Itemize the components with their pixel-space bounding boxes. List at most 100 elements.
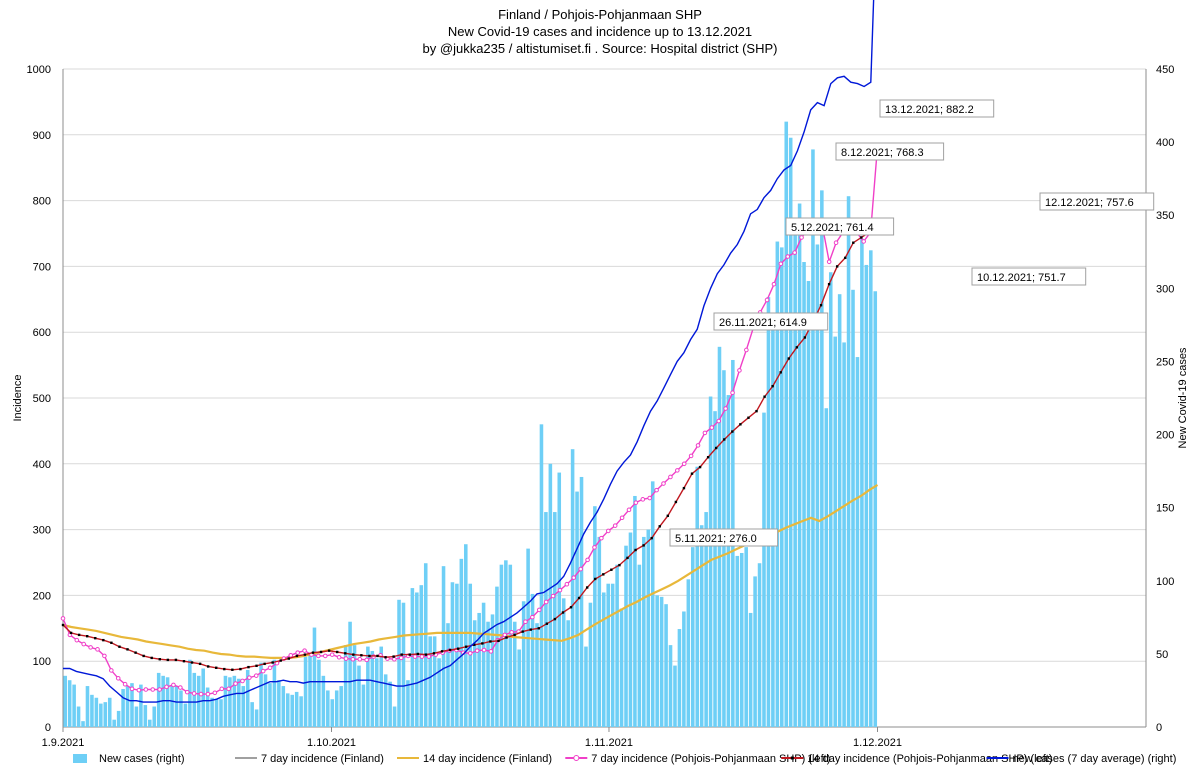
point-marker-4 (182, 660, 186, 663)
bar-new-cases (682, 611, 686, 727)
annotation-box (785, 217, 895, 236)
bar-new-cases (739, 552, 744, 727)
bar-new-cases (766, 297, 771, 727)
bar-new-cases (824, 408, 829, 727)
bar-new-cases (401, 602, 406, 727)
bar-new-cases (704, 512, 708, 727)
bar-new-cases (637, 564, 642, 727)
point-marker-4 (198, 662, 202, 666)
point-marker-4 (844, 256, 847, 260)
bar-new-cases (570, 449, 575, 727)
point-marker-4 (642, 544, 645, 547)
bar-new-cases (624, 545, 628, 727)
x-tick-1.10.2021: 1.10.2021 (307, 737, 356, 749)
bar-new-cases (566, 620, 570, 727)
point-marker-4 (440, 650, 444, 653)
bar-new-cases (450, 582, 455, 727)
point-marker-4 (658, 525, 661, 528)
bar-new-cases (464, 544, 468, 727)
point-marker-4 (577, 596, 581, 600)
point-marker-3 (730, 390, 735, 396)
point-marker-3 (226, 686, 231, 692)
bar-new-cases (851, 289, 855, 727)
y-right-tick-200: 200 (1156, 430, 1174, 442)
y-left-label: Incidence (12, 374, 24, 421)
point-marker-3 (633, 500, 639, 505)
point-marker-3 (716, 418, 722, 424)
bar-new-cases (744, 547, 748, 727)
point-marker-3 (240, 678, 245, 684)
bar-new-cases (299, 696, 303, 727)
point-marker-3 (247, 675, 252, 680)
y-left-tick-0: 0 (45, 722, 51, 734)
legend-swatch (73, 754, 87, 763)
point-marker-4 (610, 568, 613, 571)
bar-new-cases (241, 686, 246, 727)
bar-new-cases (650, 481, 655, 727)
bar-new-cases (152, 706, 157, 727)
bar-new-cases (873, 291, 878, 727)
bar-new-cases (530, 593, 535, 727)
point-marker-3 (267, 665, 273, 671)
bar-new-cases (156, 672, 161, 727)
bar-new-cases (161, 675, 165, 727)
annotation-label: 26.11.2021; 614.9 (719, 317, 807, 329)
point-marker-4 (755, 409, 758, 413)
annotation-label: 5.11.2021; 276.0 (675, 533, 757, 545)
point-marker-4 (513, 633, 516, 637)
point-marker-3 (785, 254, 791, 259)
point-marker-4 (190, 661, 194, 664)
bar-new-cases (99, 703, 103, 727)
bar-new-cases (561, 598, 566, 727)
point-marker-4 (787, 357, 790, 360)
bar-new-cases (664, 604, 668, 727)
bar-new-cases (659, 596, 664, 727)
bar-new-cases (143, 705, 148, 727)
bar-new-cases (846, 196, 851, 728)
point-marker-4 (279, 659, 282, 662)
bar-new-cases (668, 645, 673, 727)
bar-new-cases (348, 621, 352, 727)
annotation-label: 12.12.2021; 757.6 (1045, 197, 1134, 209)
point-marker-3 (709, 425, 715, 430)
bar-new-cases (321, 675, 326, 727)
point-marker-4 (626, 556, 629, 560)
bar-new-cases (820, 190, 824, 727)
bar-new-cases (842, 342, 846, 727)
point-marker-3 (398, 655, 404, 661)
point-marker-4 (174, 658, 178, 662)
point-marker-3 (481, 647, 487, 653)
bar-new-cases (597, 536, 602, 727)
point-marker-3 (564, 581, 570, 587)
legend-marker (573, 755, 580, 761)
chart-title-line-3: by @jukka235 / altistumiset.fi . Source:… (422, 41, 778, 56)
point-marker-4 (206, 665, 210, 668)
bar-new-cases (188, 659, 192, 727)
bar-new-cases (343, 645, 348, 727)
bar-new-cases (174, 686, 179, 727)
point-marker-4 (231, 668, 234, 671)
point-marker-3 (826, 259, 832, 265)
point-marker-4 (118, 645, 121, 648)
point-marker-4 (618, 563, 621, 567)
y-right-label: New Covid-19 cases (1177, 347, 1189, 448)
series-line-2 (62, 483, 879, 660)
bar-new-cases (512, 621, 517, 727)
bar-new-cases (406, 680, 410, 727)
bar-new-cases (610, 583, 615, 727)
bar-new-cases (85, 686, 90, 727)
point-marker-3 (164, 684, 169, 690)
y-right-tick-0: 0 (1156, 722, 1162, 734)
legend-label: 7 day incidence (Pohjois-Pohjanmaan SHP)… (591, 753, 830, 765)
bar-new-cases (116, 710, 121, 727)
bar-new-cases (748, 612, 753, 727)
point-marker-4 (416, 652, 420, 656)
x-tick-1.11.2021: 1.11.2021 (585, 737, 633, 749)
bar-new-cases (94, 697, 99, 727)
point-marker-3 (771, 281, 777, 287)
bar-new-cases (708, 396, 713, 727)
bar-new-cases (339, 686, 343, 727)
bar-new-cases (308, 655, 312, 727)
x-tick-1.9.2021: 1.9.2021 (42, 737, 85, 749)
bar-new-cases (383, 674, 388, 727)
